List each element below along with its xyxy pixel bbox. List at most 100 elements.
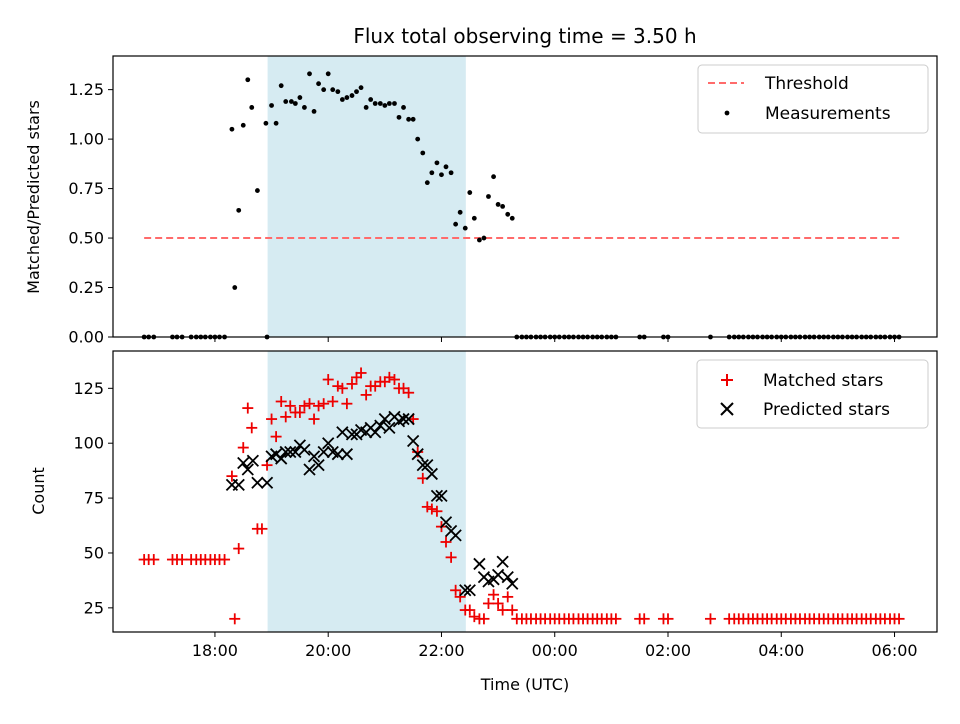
predicted-point xyxy=(289,445,302,459)
measurement-point xyxy=(453,221,459,227)
measurement-point xyxy=(467,190,473,195)
predicted-point xyxy=(411,448,424,461)
measurement-point xyxy=(344,95,350,100)
legend-matched-marker xyxy=(721,374,733,386)
matched-point xyxy=(893,613,905,625)
chart-title: Flux total observing time = 3.50 h xyxy=(353,24,696,48)
predicted-point xyxy=(251,476,264,489)
measurement-point xyxy=(396,114,402,120)
measurement-point xyxy=(236,207,242,213)
measurement-point xyxy=(368,97,374,102)
matched-point xyxy=(280,411,292,423)
measurement-point xyxy=(354,89,359,95)
predicted-point xyxy=(463,584,476,597)
matched-point xyxy=(426,503,438,515)
matched-point xyxy=(233,543,245,555)
matched-point xyxy=(638,613,650,625)
matched-point xyxy=(266,413,278,425)
measurement-point xyxy=(311,109,317,114)
measurement-point xyxy=(415,136,421,142)
y-tick-label: 25 xyxy=(84,598,104,617)
predicted-point xyxy=(336,426,349,439)
matched-point xyxy=(219,554,231,566)
y-tick-label: 0.25 xyxy=(68,278,104,297)
predicted-point xyxy=(407,434,420,448)
matched-point xyxy=(360,389,372,401)
predicted-point xyxy=(246,454,260,467)
matched-point xyxy=(284,400,296,412)
predicted-point xyxy=(435,489,448,503)
predicted-point xyxy=(275,452,288,465)
predicted-point xyxy=(241,463,254,476)
top-y-axis-label: Matched/Predicted stars xyxy=(24,100,43,294)
predicted-point xyxy=(369,426,382,439)
measurement-point xyxy=(283,99,289,104)
matched-point xyxy=(346,378,358,390)
measurement-point xyxy=(448,170,454,176)
measurement-point xyxy=(288,99,294,104)
predicted-point xyxy=(322,437,335,450)
matched-point xyxy=(704,613,716,625)
y-tick-label: 125 xyxy=(73,379,104,398)
predicted-point xyxy=(298,443,311,456)
x-axis-label: Time (UTC) xyxy=(480,675,569,694)
y-tick-label: 100 xyxy=(73,434,104,453)
measurement-point xyxy=(278,83,284,89)
measurement-point xyxy=(372,101,378,106)
matched-point xyxy=(308,413,320,425)
top-shaded-span xyxy=(267,56,466,337)
predicted-point xyxy=(340,448,354,461)
matched-point xyxy=(355,367,367,379)
measurement-point xyxy=(292,101,298,106)
matched-point xyxy=(242,402,254,414)
legend-matched-label: Matched stars xyxy=(763,371,883,391)
matched-point xyxy=(488,589,500,601)
x-tick-label: 00:00 xyxy=(532,641,578,660)
predicted-point xyxy=(374,419,387,432)
predicted-point xyxy=(402,412,415,426)
measurement-point xyxy=(229,126,235,132)
measurement-point xyxy=(424,180,430,186)
measurement-point xyxy=(486,194,491,199)
measurement-point xyxy=(255,188,260,193)
measurement-point xyxy=(358,85,364,91)
measurement-point xyxy=(500,203,506,209)
x-tick-label: 06:00 xyxy=(871,641,917,660)
legend-measurements-label: Measurements xyxy=(765,104,891,124)
predicted-point xyxy=(383,421,396,434)
measurement-point xyxy=(401,105,406,110)
matched-point xyxy=(341,398,353,410)
legend-measurements-marker xyxy=(724,110,730,116)
measurement-point xyxy=(439,172,444,178)
bottom-axes-frame xyxy=(112,350,938,633)
measurement-point xyxy=(302,105,307,110)
matched-point xyxy=(662,613,674,625)
matched-point xyxy=(412,446,424,458)
measurement-point xyxy=(325,71,331,77)
measurement-point xyxy=(232,285,238,290)
predicted-point xyxy=(317,445,330,459)
matched-point xyxy=(327,395,339,407)
bottom-legend: Matched stars Predicted stars xyxy=(696,359,929,429)
matched-point xyxy=(237,442,249,454)
measurement-point xyxy=(273,120,279,126)
matched-point xyxy=(482,597,494,609)
measurement-point xyxy=(429,170,435,176)
matched-point xyxy=(478,613,490,625)
measurement-point xyxy=(263,120,269,126)
x-tick-label: 04:00 xyxy=(758,641,804,660)
predicted-point xyxy=(303,463,316,476)
y-tick-label: 0.00 xyxy=(68,328,104,347)
bottom-y-ticks: 25 50 75 100 125 xyxy=(73,379,113,617)
top-legend-box xyxy=(697,64,929,134)
measurement-point xyxy=(240,122,246,128)
measurement-point xyxy=(339,97,345,102)
top-axes-frame xyxy=(112,55,938,338)
predicted-point xyxy=(501,570,514,584)
predicted-point xyxy=(473,557,486,571)
predicted-point xyxy=(459,584,472,597)
measurement-point xyxy=(297,95,303,100)
matched-point xyxy=(492,597,504,609)
matched-point xyxy=(294,406,306,418)
